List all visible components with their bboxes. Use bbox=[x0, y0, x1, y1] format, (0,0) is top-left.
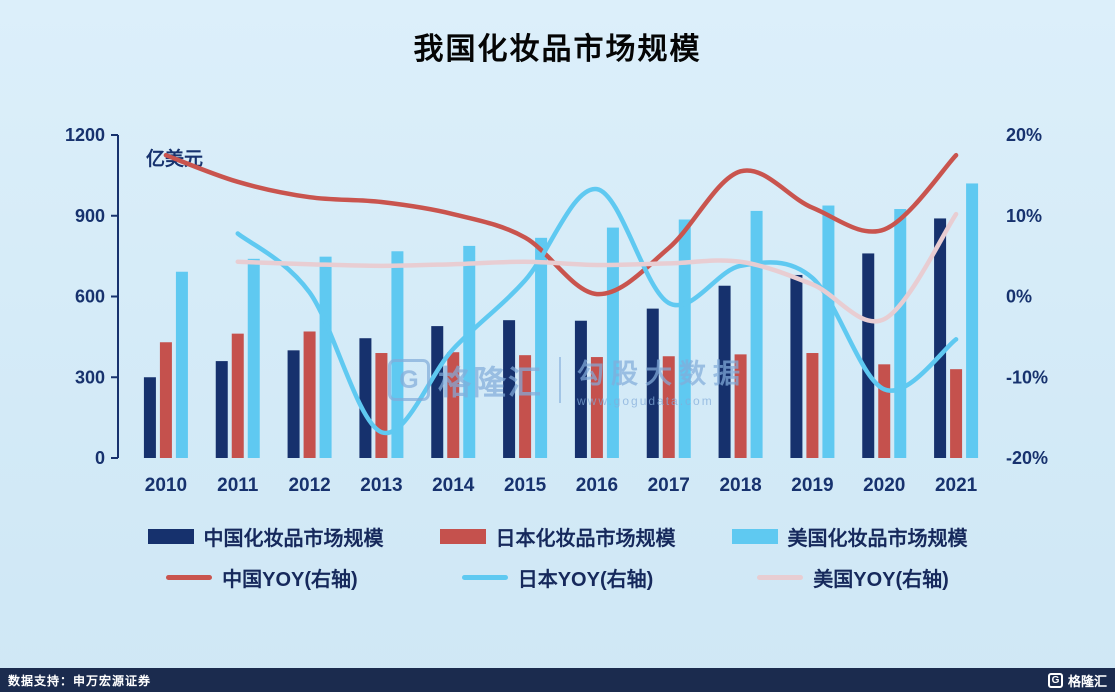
bar bbox=[934, 218, 947, 458]
bar bbox=[215, 361, 228, 458]
japan-yoy-line-swatch bbox=[461, 575, 508, 580]
bar bbox=[143, 377, 156, 458]
us-bar-swatch bbox=[731, 529, 778, 544]
bar bbox=[590, 357, 603, 458]
right-axis-tick-label: -20% bbox=[1006, 448, 1048, 468]
yoy-line bbox=[163, 152, 959, 297]
bar bbox=[790, 274, 803, 458]
legend-label: 美国化妆品市场规模 bbox=[787, 528, 968, 550]
bar bbox=[662, 356, 675, 458]
bar bbox=[447, 352, 460, 458]
gelonghui-g-icon: G bbox=[1047, 672, 1063, 688]
bar bbox=[734, 354, 747, 458]
legend-label: 美国YOY(右轴) bbox=[813, 569, 949, 591]
right-axis-tick-label: 20% bbox=[1006, 125, 1042, 145]
legend-item-japan-yoy: 日本YOY(右轴) bbox=[461, 563, 654, 592]
legend-item-japan-bars: 日本化妆品市场规模 bbox=[439, 522, 676, 551]
legend-item-china-yoy: 中国YOY(右轴) bbox=[166, 563, 358, 592]
legend-row-bars: 中国化妆品市场规模 日本化妆品市场规模 美国化妆品市场规模 bbox=[147, 522, 968, 551]
gelonghui-footer-logo: G 格隆汇 bbox=[1047, 671, 1107, 690]
bar bbox=[950, 369, 963, 458]
bar bbox=[806, 353, 819, 458]
legend-item-china-bars: 中国化妆品市场规模 bbox=[147, 522, 384, 551]
bar bbox=[862, 253, 875, 458]
left-axis-tick-label: 900 bbox=[75, 206, 105, 226]
gelonghui-footer-brand: 格隆汇 bbox=[1067, 673, 1107, 689]
right-axis-tick-label: 0% bbox=[1006, 287, 1032, 307]
legend-label: 中国化妆品市场规模 bbox=[203, 528, 384, 550]
data-support-text: 数据支持：申万宏源证券 bbox=[8, 673, 152, 688]
bar bbox=[375, 353, 388, 458]
japan-bar-swatch bbox=[439, 529, 486, 544]
legend-item-us-yoy: 美国YOY(右轴) bbox=[757, 563, 949, 592]
x-axis-year-label: 2015 bbox=[504, 475, 547, 496]
bar bbox=[287, 350, 300, 458]
legend: 中国化妆品市场规模 日本化妆品市场规模 美国化妆品市场规模 中国YOY(右轴) … bbox=[0, 522, 1115, 592]
bar bbox=[503, 320, 516, 458]
bar bbox=[574, 320, 587, 458]
bar bbox=[431, 326, 444, 458]
bar bbox=[718, 285, 731, 458]
x-axis-year-label: 2016 bbox=[576, 475, 618, 496]
bar bbox=[878, 364, 891, 458]
x-axis-year-label: 2010 bbox=[145, 475, 187, 496]
bar bbox=[303, 331, 316, 458]
bar bbox=[231, 333, 244, 458]
bar bbox=[359, 338, 372, 458]
right-axis-tick-label: -10% bbox=[1006, 367, 1048, 387]
china-bar-swatch bbox=[147, 529, 194, 544]
bar bbox=[175, 271, 188, 458]
legend-label: 日本化妆品市场规模 bbox=[495, 528, 676, 550]
x-axis-year-label: 2020 bbox=[863, 475, 905, 496]
footer-bar: 数据支持：申万宏源证券 G 格隆汇 bbox=[0, 668, 1115, 692]
x-axis-year-label: 2014 bbox=[432, 475, 475, 496]
left-axis-tick-label: 300 bbox=[75, 367, 105, 387]
legend-row-lines: 中国YOY(右轴) 日本YOY(右轴) 美国YOY(右轴) bbox=[166, 563, 949, 592]
china-yoy-line-swatch bbox=[166, 575, 213, 580]
bar bbox=[391, 251, 404, 458]
left-axis-tick-label: 1200 bbox=[65, 125, 105, 145]
x-axis-year-label: 2011 bbox=[217, 475, 259, 496]
bar bbox=[159, 342, 172, 458]
bar bbox=[966, 183, 979, 458]
chart-title: 我国化妆品市场规模 bbox=[413, 33, 702, 66]
bar bbox=[319, 256, 332, 458]
bar bbox=[678, 219, 691, 458]
bar bbox=[463, 245, 476, 458]
legend-label: 中国YOY(右轴) bbox=[222, 569, 358, 591]
x-axis-year-label: 2017 bbox=[648, 475, 690, 496]
legend-item-us-bars: 美国化妆品市场规模 bbox=[731, 522, 968, 551]
yoy-line bbox=[235, 186, 959, 436]
x-axis-year-label: 2018 bbox=[719, 475, 761, 496]
bar bbox=[646, 308, 659, 458]
x-axis-year-label: 2013 bbox=[360, 475, 402, 496]
legend-label: 日本YOY(右轴) bbox=[517, 569, 654, 591]
x-axis-year-label: 2021 bbox=[935, 475, 978, 496]
bar bbox=[894, 209, 907, 458]
bar bbox=[606, 227, 619, 458]
us-yoy-line-swatch bbox=[757, 575, 804, 580]
bar bbox=[822, 205, 835, 458]
bar bbox=[247, 258, 260, 458]
x-axis-year-label: 2012 bbox=[288, 475, 330, 496]
right-axis-tick-label: 10% bbox=[1006, 206, 1042, 226]
yoy-line bbox=[235, 211, 959, 324]
left-axis-tick-label: 0 bbox=[95, 448, 105, 468]
bar bbox=[519, 355, 532, 458]
bar bbox=[535, 237, 548, 458]
bar bbox=[750, 210, 763, 458]
x-axis-year-label: 2019 bbox=[791, 475, 833, 496]
left-axis-tick-label: 600 bbox=[75, 287, 105, 307]
